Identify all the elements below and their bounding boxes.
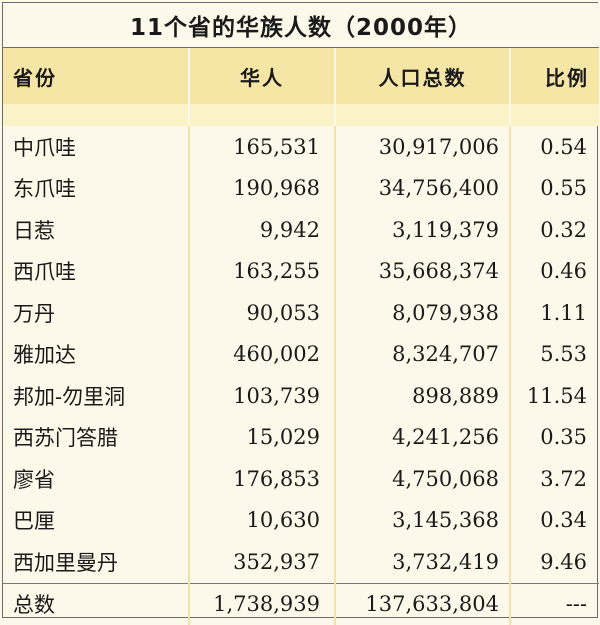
table-row: 万丹 90,053 8,079,938 1.11 <box>3 292 599 334</box>
cell-province: 总数 <box>3 582 189 625</box>
cell-chinese: 176,853 <box>188 458 335 500</box>
table-row: 廖省 176,853 4,750,068 3.72 <box>3 458 599 500</box>
cell-population: 3,119,379 <box>334 209 510 251</box>
table-row: 邦加-勿里洞 103,739 898,889 11.54 <box>3 375 599 417</box>
data-table: 省份 华人 人口总数 比例 中爪哇 165,531 30,917,006 0.54 东爪… <box>3 48 599 625</box>
cell-ratio: 5.53 <box>509 333 599 375</box>
table-row: 巴厘 10,630 3,145,368 0.34 <box>3 499 599 541</box>
cell-province: 巴厘 <box>13 509 55 534</box>
header-row: 省份 华人 人口总数 比例 <box>3 48 599 104</box>
cell-population: 35,668,374 <box>334 250 510 292</box>
table-row: 西加里曼丹 352,937 3,732,419 9.46 <box>3 541 599 583</box>
cell-ratio: 0.46 <box>509 250 599 292</box>
cell-province: 雅加达 <box>13 343 76 368</box>
table-row: 日惹 9,942 3,119,379 0.32 <box>3 209 599 251</box>
header-ratio: 比例 <box>509 48 599 104</box>
cell-province: 廖省 <box>13 467 55 492</box>
table-title: 11个省的华族人数（2000年） <box>3 3 599 48</box>
cell-ratio: 0.55 <box>509 167 599 209</box>
cell-ratio: 11.54 <box>509 375 599 417</box>
table-row: 中爪哇 165,531 30,917,006 0.54 <box>3 126 599 168</box>
cell-chinese: 10,630 <box>188 499 335 541</box>
cell-province: 东爪哇 <box>13 177 76 202</box>
cell-population: 4,241,256 <box>334 416 510 458</box>
cell-chinese: 15,029 <box>188 416 335 458</box>
cell-chinese: 352,937 <box>188 541 335 583</box>
cell-chinese: 9,942 <box>188 209 335 251</box>
cell-chinese: 190,968 <box>188 167 335 209</box>
table-row: 西苏门答腊 15,029 4,241,256 0.35 <box>3 416 599 458</box>
table-row: 东爪哇 190,968 34,756,400 0.55 <box>3 167 599 209</box>
cell-population: 3,145,368 <box>334 499 510 541</box>
cell-population: 8,324,707 <box>334 333 510 375</box>
cell-chinese: 163,255 <box>188 250 335 292</box>
cell-province: 万丹 <box>13 301 55 326</box>
cell-ratio: 3.72 <box>509 458 599 500</box>
cell-chinese: 460,002 <box>188 333 335 375</box>
spacer-row <box>3 104 599 126</box>
cell-province: 日惹 <box>13 218 55 243</box>
header-province: 省份 <box>3 48 189 104</box>
cell-ratio: 1.11 <box>509 292 599 334</box>
table-body: 中爪哇 165,531 30,917,006 0.54 东爪哇 190,968 34,756… <box>3 104 599 625</box>
cell-ratio: 0.35 <box>509 416 599 458</box>
cell-population: 3,732,419 <box>334 541 510 583</box>
cell-ratio: 0.34 <box>509 499 599 541</box>
cell-population: 30,917,006 <box>334 126 510 168</box>
cell-population: 8,079,938 <box>334 292 510 334</box>
cell-province: 西苏门答腊 <box>13 426 118 451</box>
cell-population: 34,756,400 <box>334 167 510 209</box>
cell-chinese: 1,738,939 <box>188 582 335 625</box>
cell-province: 中爪哇 <box>13 135 76 160</box>
cell-ratio: --- <box>509 582 599 625</box>
table-row: 西爪哇 163,255 35,668,374 0.46 <box>3 250 599 292</box>
cell-province: 西加里曼丹 <box>13 550 118 575</box>
cell-chinese: 103,739 <box>188 375 335 417</box>
table-row: 雅加达 460,002 8,324,707 5.53 <box>3 333 599 375</box>
cell-chinese: 90,053 <box>188 292 335 334</box>
header-population: 人口总数 <box>334 48 510 104</box>
header-chinese: 华人 <box>188 48 335 104</box>
cell-ratio: 0.32 <box>509 209 599 251</box>
cell-population: 137,633,804 <box>334 582 510 625</box>
cell-ratio: 9.46 <box>509 541 599 583</box>
cell-population: 898,889 <box>334 375 510 417</box>
cell-province: 邦加-勿里洞 <box>13 384 126 409</box>
cell-province: 西爪哇 <box>13 260 76 285</box>
cell-population: 4,750,068 <box>334 458 510 500</box>
cell-chinese: 165,531 <box>188 126 335 168</box>
total-row: 总数 1,738,939 137,633,804 --- <box>3 582 599 625</box>
cell-ratio: 0.54 <box>509 126 599 168</box>
